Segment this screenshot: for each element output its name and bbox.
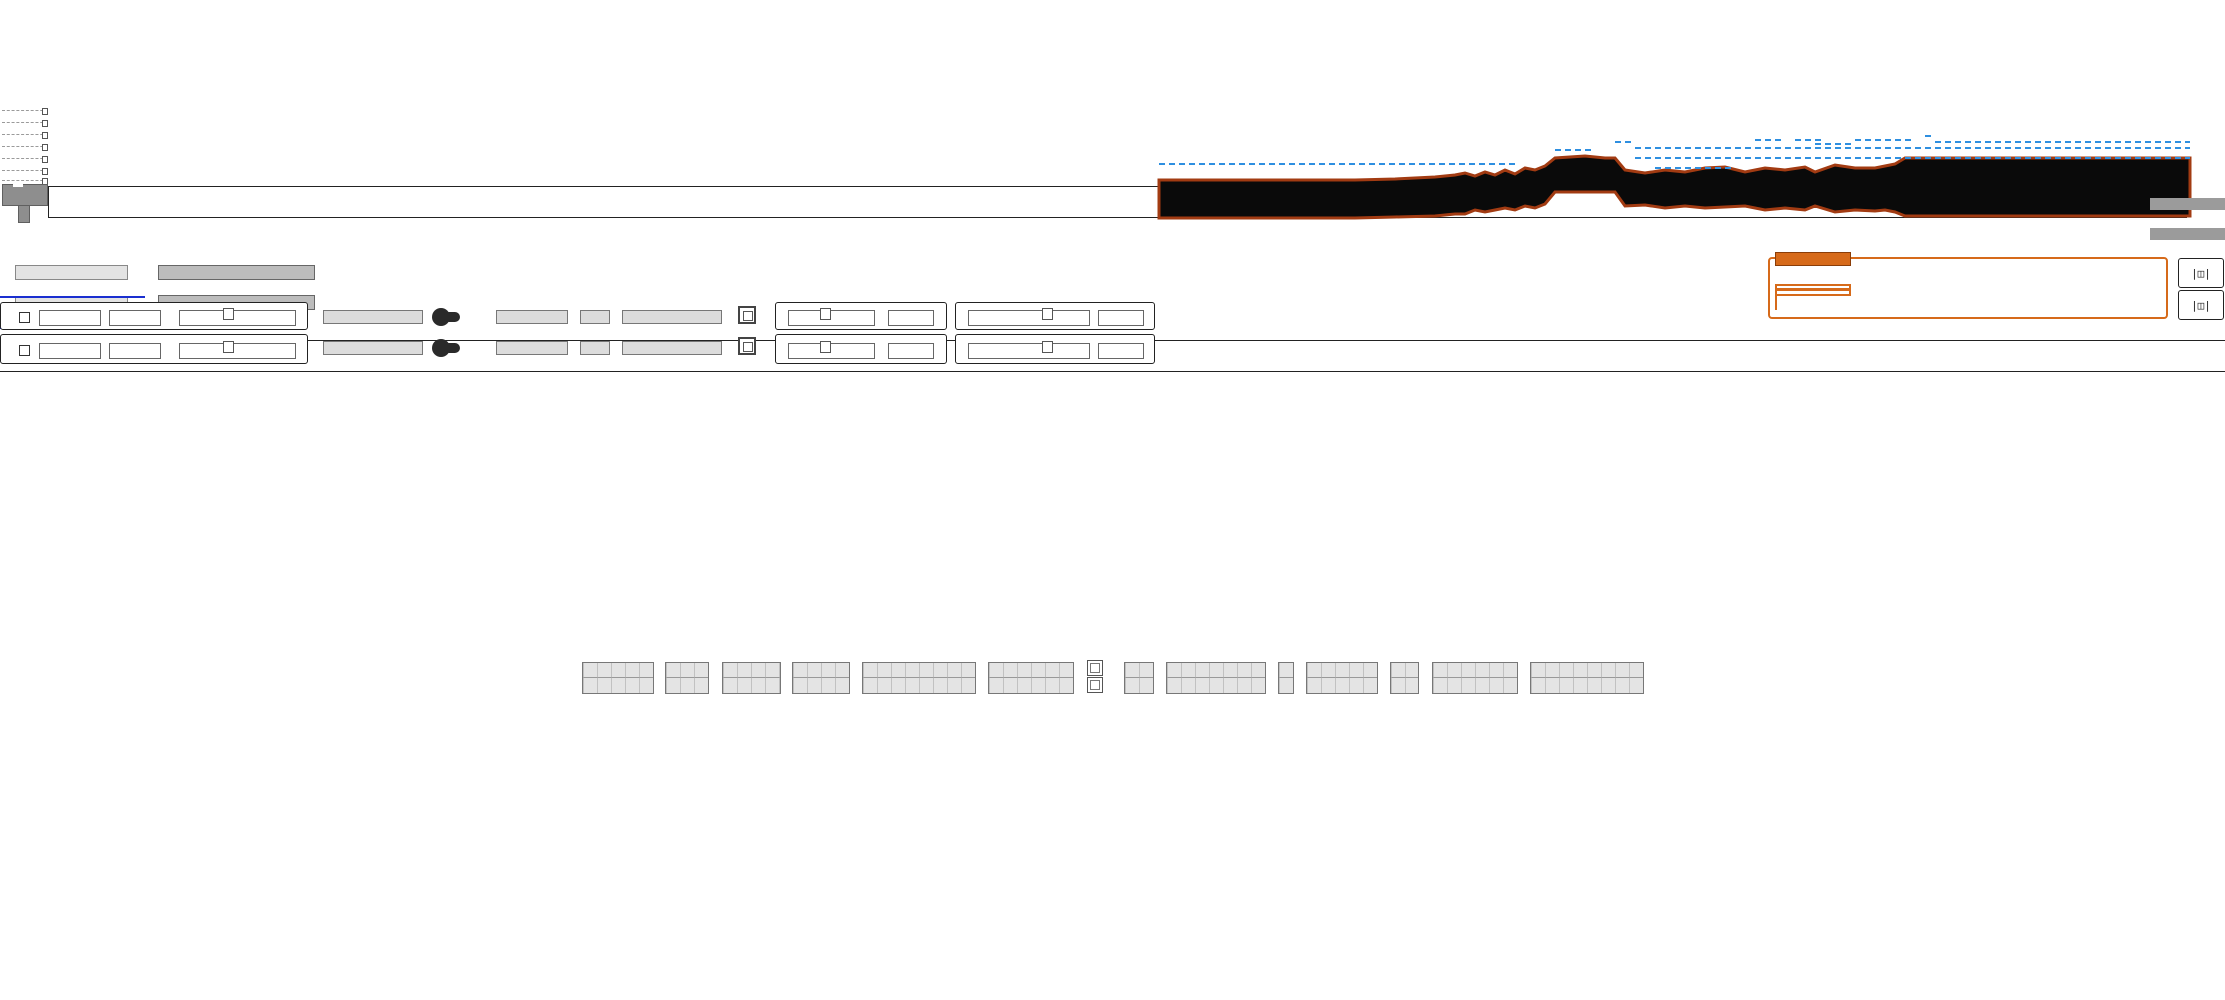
toolbar-button[interactable] (1432, 662, 1518, 694)
toolbar-button[interactable] (582, 662, 654, 694)
notch-icon (1042, 308, 1053, 320)
routing-field[interactable] (788, 343, 875, 359)
square-button-icon[interactable] (738, 306, 756, 324)
track-checkbox[interactable] (19, 312, 30, 323)
notch-icon (820, 341, 831, 353)
routing-field[interactable] (1098, 310, 1144, 326)
toolbar-button[interactable] (1278, 662, 1294, 694)
bottom-toolbar (580, 660, 1645, 694)
pan-field[interactable] (496, 310, 568, 324)
waveform-display[interactable] (1155, 130, 2195, 225)
track-param-field[interactable] (179, 343, 296, 359)
routing-field[interactable] (888, 343, 934, 359)
toolbar-button[interactable] (792, 662, 850, 694)
sidebar-handle-stem[interactable] (18, 205, 30, 223)
track-controls-group (0, 334, 308, 364)
toolbar-button[interactable] (1166, 662, 1266, 694)
routing-field[interactable] (968, 343, 1090, 359)
dark-knob-icon[interactable] (432, 339, 460, 357)
track-controls-group (0, 302, 308, 330)
toolbar-button[interactable] (722, 662, 781, 694)
track-param-field[interactable] (109, 343, 161, 359)
toolbar-button[interactable] (1390, 662, 1419, 694)
expand-button[interactable]: |◫| (2178, 290, 2224, 320)
level-field[interactable] (323, 310, 423, 324)
output-field[interactable] (622, 310, 722, 324)
routing-group (955, 334, 1155, 364)
value-field[interactable] (580, 310, 610, 324)
notch-icon (223, 308, 234, 320)
vertical-ruler (2, 108, 48, 185)
notch-icon (820, 308, 831, 320)
dark-knob-icon[interactable] (432, 308, 460, 326)
selection-region-header[interactable] (1775, 252, 1851, 266)
routing-field[interactable] (968, 310, 1090, 326)
selection-marker (1775, 296, 1777, 310)
track-param-field[interactable] (179, 310, 296, 326)
track-param-field[interactable] (109, 310, 161, 326)
square-button-icon[interactable] (738, 337, 756, 355)
routing-field[interactable] (788, 310, 875, 326)
toolbar-button[interactable] (665, 662, 709, 694)
waveform-track[interactable] (48, 186, 2187, 218)
track-param-field[interactable] (39, 343, 101, 359)
toolbar-button[interactable] (862, 662, 976, 694)
sidebar-handle[interactable] (2, 181, 48, 206)
routing-field[interactable] (1098, 343, 1144, 359)
track-scroll-handle[interactable] (2150, 228, 2225, 240)
guide-dashes (1159, 135, 2190, 169)
routing-field[interactable] (888, 310, 934, 326)
toolbar-button[interactable] (1124, 662, 1154, 694)
track-type-field[interactable] (158, 265, 315, 280)
toolbar-button[interactable] (1306, 662, 1378, 694)
stacked-square-icon[interactable] (1085, 660, 1105, 694)
selection-region-bar[interactable] (1775, 284, 1851, 296)
track-name-field[interactable] (15, 265, 128, 280)
routing-group (775, 334, 947, 364)
level-field[interactable] (323, 341, 423, 355)
selection-region[interactable] (1768, 257, 2168, 319)
track-checkbox[interactable] (19, 345, 30, 356)
pan-field[interactable] (496, 341, 568, 355)
waveform-shape (1157, 154, 2192, 220)
value-field[interactable] (580, 341, 610, 355)
track-scroll-handle[interactable] (2150, 198, 2225, 210)
toolbar-button[interactable] (1530, 662, 1644, 694)
output-field[interactable] (622, 341, 722, 355)
routing-group (955, 302, 1155, 330)
toolbar-button[interactable] (988, 662, 1074, 694)
selection-line (0, 296, 145, 298)
notch-icon (1042, 341, 1053, 353)
routing-group (775, 302, 947, 330)
notch-icon (223, 341, 234, 353)
expand-button[interactable]: |◫| (2178, 258, 2224, 288)
track-param-field[interactable] (39, 310, 101, 326)
